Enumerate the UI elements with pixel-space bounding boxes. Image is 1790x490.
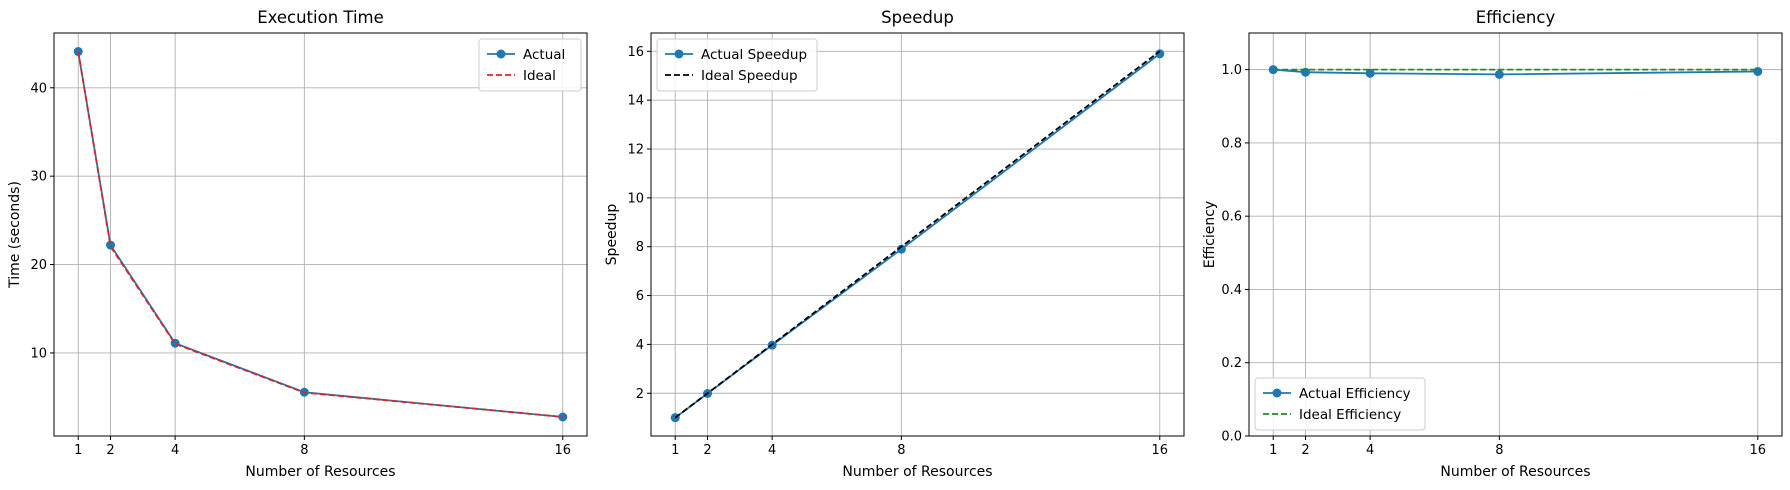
- grid-lines: [54, 33, 587, 436]
- y-tick-label: 12: [627, 143, 644, 158]
- y-tick-label: 2: [636, 387, 644, 402]
- y-tick-label: 0.0: [1221, 430, 1242, 445]
- chart-panel-3: 1 2 4 8 16 0.0 0.2 0.4 0.6 0.8 1.0 Efficiency Number…: [1202, 8, 1783, 480]
- x-tick-label: 4: [171, 443, 179, 458]
- y-tick-label: 10: [627, 191, 644, 206]
- legend-label-ideal: Ideal Speedup: [701, 68, 798, 84]
- y-tick-label: 0.8: [1221, 136, 1242, 151]
- y-tick-label: 6: [636, 289, 644, 304]
- legend-label-ideal: Ideal: [523, 68, 556, 84]
- x-tick-label: 1: [1269, 443, 1277, 458]
- y-axis-label: Efficiency: [1202, 201, 1218, 268]
- y-tick-label: 20: [30, 258, 47, 273]
- y-tick-label: 0.4: [1221, 283, 1242, 298]
- x-tick-label: 4: [1366, 443, 1374, 458]
- series-line-actual: [77, 51, 563, 418]
- legend-marker-actual: [674, 49, 684, 59]
- y-axis-label: Speedup: [604, 204, 620, 266]
- data-point-actual: [896, 244, 906, 254]
- y-tick-label: 0.6: [1221, 210, 1242, 225]
- legend: Actual Efficiency Ideal Efficiency: [1254, 377, 1426, 431]
- data-point-actual: [1365, 68, 1375, 78]
- data-point-actual: [558, 412, 568, 422]
- y-tick-label: 0.2: [1221, 356, 1242, 371]
- y-tick-label: 4: [636, 338, 644, 353]
- chart-title: Speedup: [881, 8, 954, 27]
- legend-label-actual: Actual Efficiency: [1299, 386, 1411, 402]
- legend: Actual Speedup Ideal Speedup: [656, 38, 818, 92]
- x-tick-label: 1: [671, 443, 679, 458]
- y-tick-label: 40: [30, 81, 47, 96]
- x-axis-label: Number of Resources: [245, 464, 395, 480]
- legend: Actual Ideal: [478, 38, 582, 92]
- x-tick-label: 16: [1749, 443, 1766, 458]
- x-tick-label: 8: [1495, 443, 1503, 458]
- legend-label-ideal: Ideal Efficiency: [1299, 407, 1401, 423]
- x-tick-label: 2: [106, 443, 114, 458]
- grid-lines: [1249, 33, 1782, 437]
- legend-marker-actual: [1272, 388, 1282, 398]
- data-point-actual: [1155, 49, 1165, 59]
- x-tick-label: 16: [1151, 443, 1168, 458]
- legend-label-actual: Actual Speedup: [701, 47, 807, 63]
- axes-frame: [1248, 32, 1783, 437]
- x-tick-label: 8: [897, 443, 905, 458]
- x-tick-label: 8: [300, 443, 308, 458]
- chart-panel-1: 1 2 4 8 16 10 20 30 40 Execution Time Number of Re…: [7, 8, 588, 480]
- x-tick-label: 4: [768, 443, 776, 458]
- x-axis-label: Number of Resources: [1440, 464, 1590, 480]
- data-point-actual: [1753, 66, 1763, 76]
- y-tick-label: 16: [627, 45, 644, 60]
- grid-lines: [651, 33, 1184, 436]
- chart-title: Execution Time: [257, 8, 384, 27]
- series-line-ideal: [674, 50, 1161, 419]
- x-tick-label: 16: [554, 443, 571, 458]
- legend-box: [656, 38, 818, 92]
- legend-box: [1254, 377, 1426, 431]
- legend-label-actual: Actual: [523, 47, 565, 63]
- x-axis-label: Number of Resources: [842, 464, 992, 480]
- axes-frame: [650, 32, 1185, 437]
- y-tick-label: 10: [30, 346, 47, 361]
- x-tick-label: 1: [74, 443, 82, 458]
- y-tick-label: 8: [636, 240, 644, 255]
- x-tick-label: 2: [1301, 443, 1309, 458]
- y-tick-label: 14: [627, 94, 644, 109]
- axes-frame: [53, 32, 588, 437]
- y-tick-label: 1.0: [1221, 63, 1242, 78]
- legend-marker-actual: [496, 49, 506, 59]
- y-axis-label: Time (seconds): [7, 181, 23, 289]
- chart-title: Efficiency: [1476, 8, 1556, 27]
- y-tick-label: 30: [30, 170, 47, 185]
- data-point-actual: [106, 240, 116, 250]
- series-line-ideal: [77, 51, 563, 418]
- x-tick-label: 2: [703, 443, 711, 458]
- data-point-actual: [1494, 69, 1504, 79]
